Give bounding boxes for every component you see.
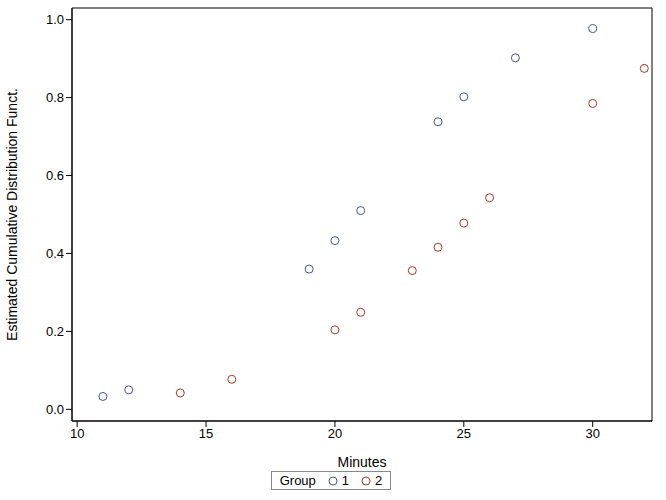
svg-text:10: 10	[70, 426, 84, 441]
html-text:1: 1	[341, 473, 350, 488]
svg-text:0.2: 0.2	[46, 324, 64, 339]
svg-text:0.4: 0.4	[46, 246, 64, 261]
svg-text:1.0: 1.0	[46, 12, 64, 27]
svg-text:Estimated Cumulative Distribut: Estimated Cumulative Distribution Funct.	[4, 88, 20, 341]
svg-text:0.6: 0.6	[46, 168, 64, 183]
svg-text:0.8: 0.8	[46, 90, 64, 105]
svg-text:20: 20	[328, 426, 342, 441]
html-text:2: 2	[375, 473, 383, 488]
svg-text:30: 30	[585, 426, 599, 441]
svg-text:Minutes: Minutes	[337, 454, 386, 470]
html-text:Group: Group	[279, 473, 316, 488]
svg-text:25: 25	[457, 426, 471, 441]
svg-text:15: 15	[199, 426, 213, 441]
svg-text:0.0: 0.0	[46, 402, 64, 417]
